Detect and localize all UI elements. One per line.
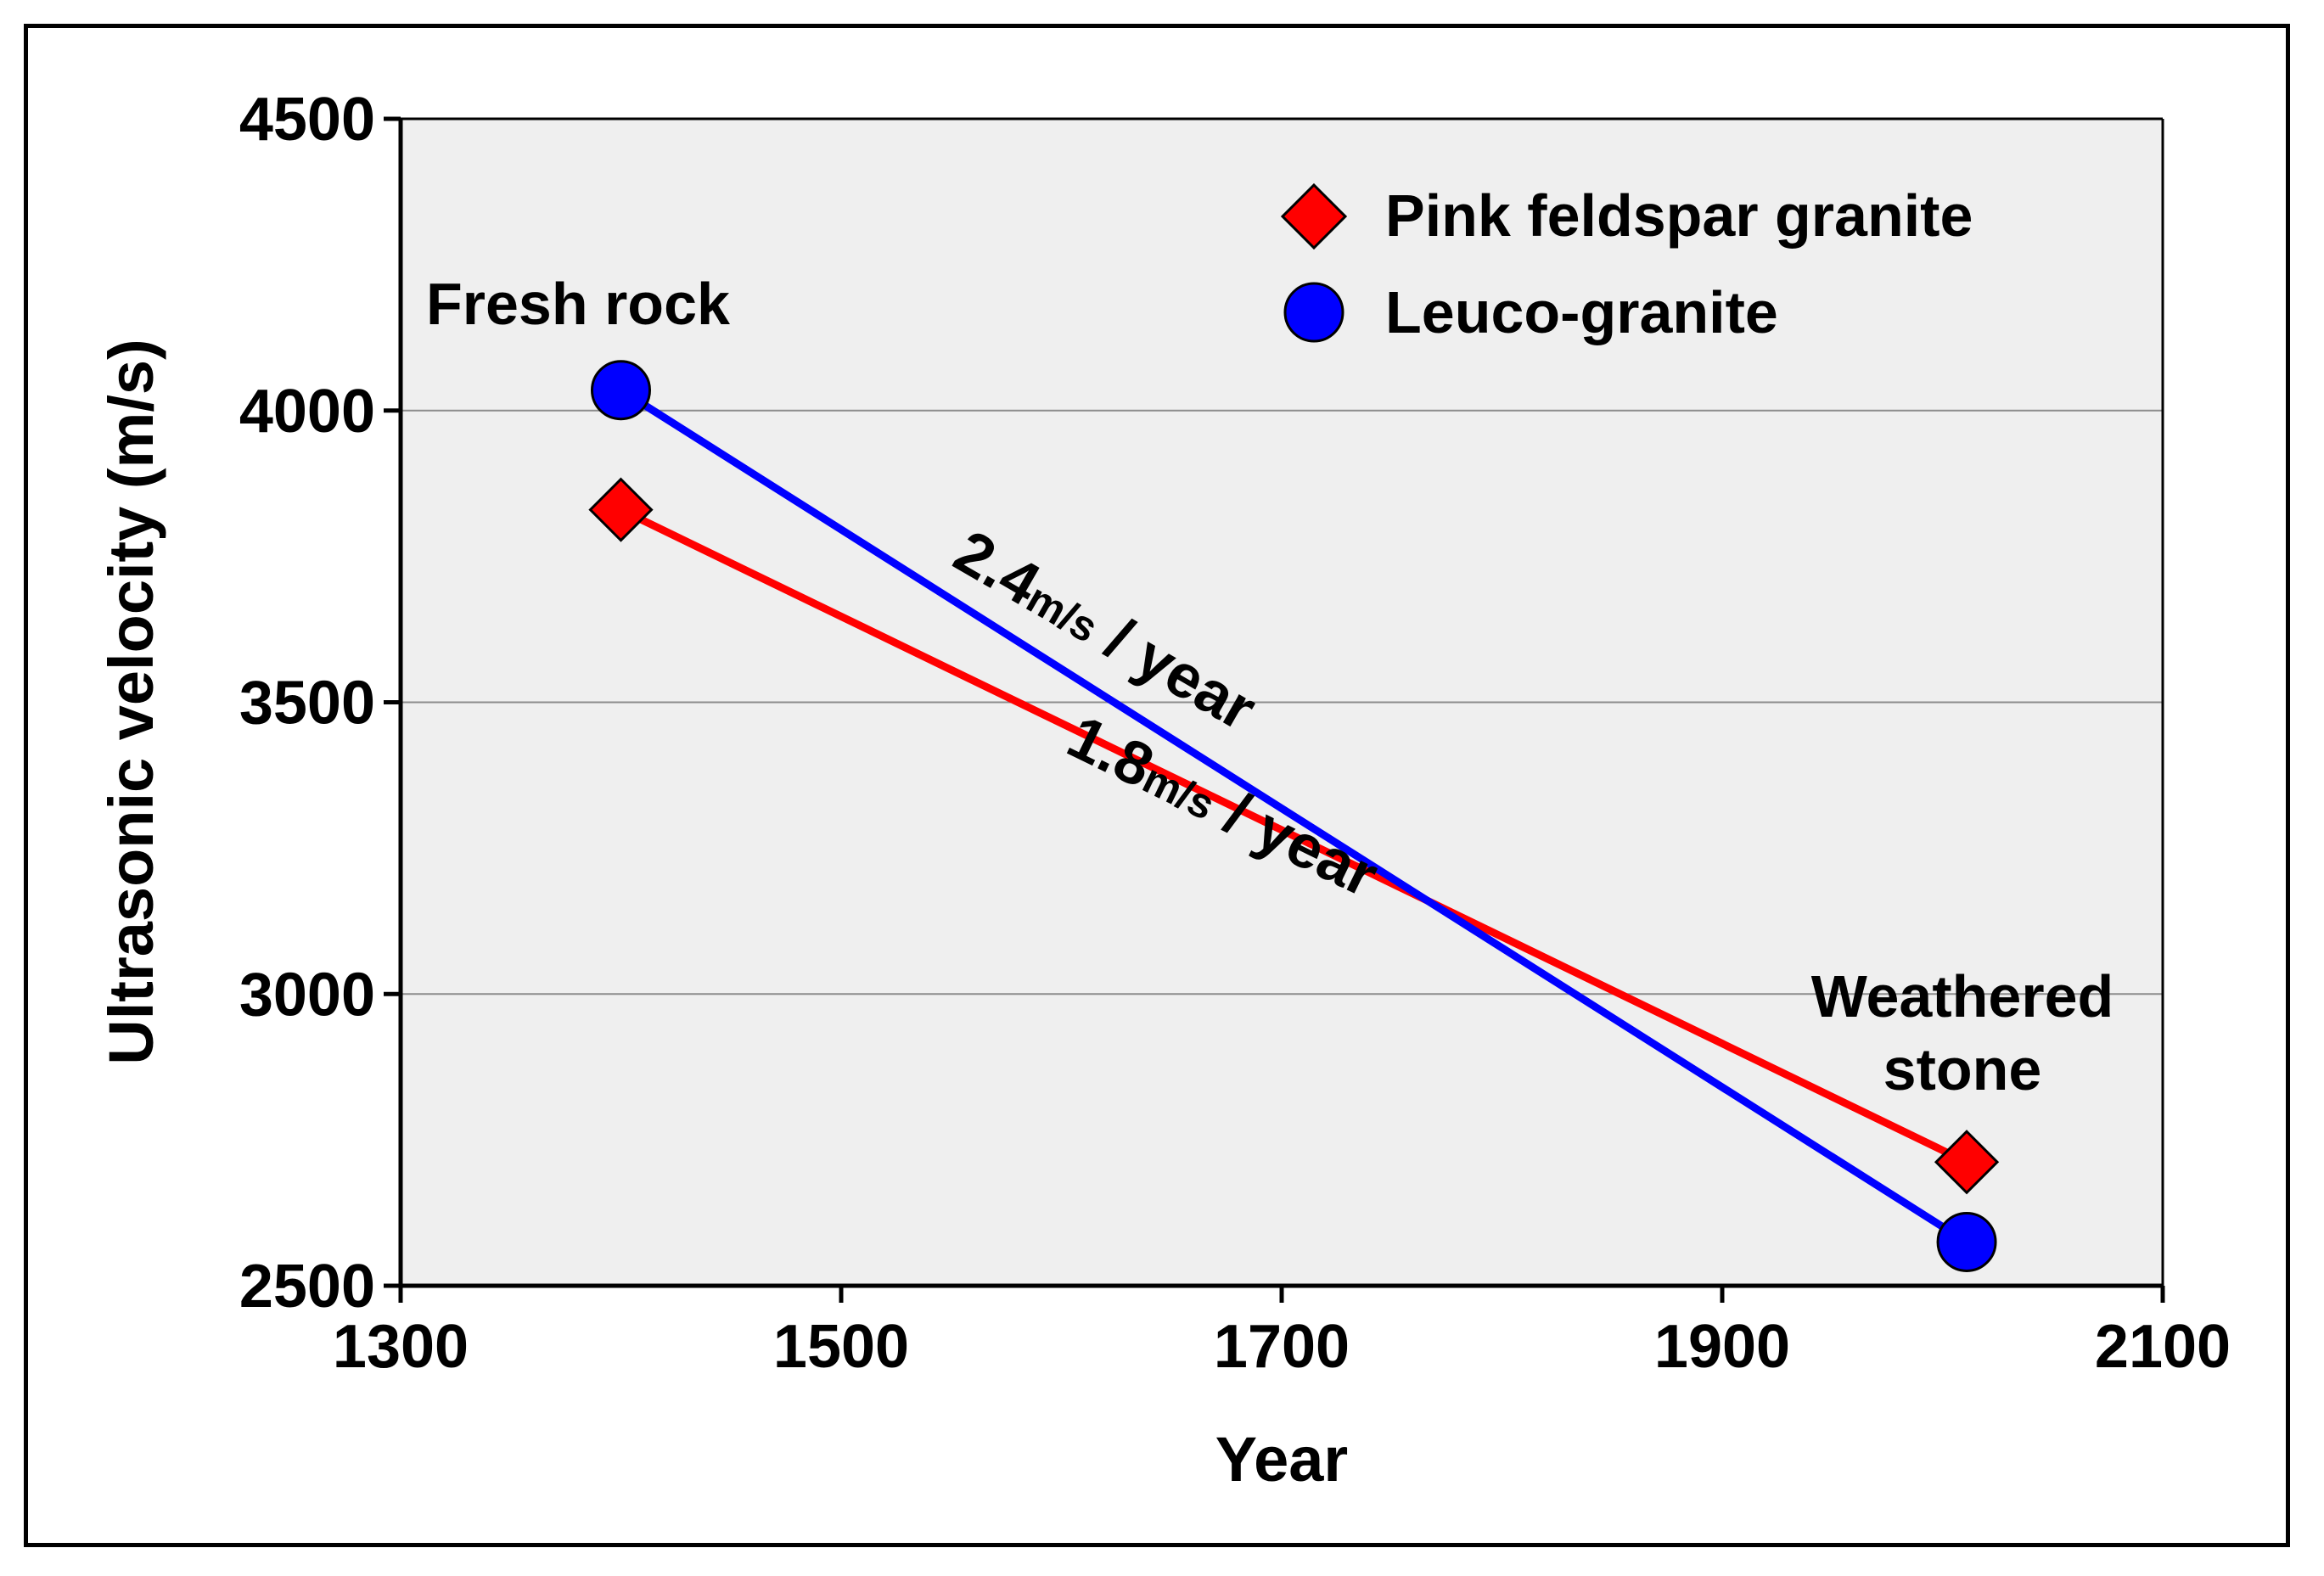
legend-label-leuco-granite: Leuco-granite [1385,279,1778,345]
y-axis-title: Ultrasonic velocity (m/s) [96,339,166,1064]
y-tick-label: 3000 [239,961,375,1029]
series-line-0 [619,506,1969,1166]
x-tick-label: 1500 [773,1313,909,1381]
x-tick-label: 1300 [333,1313,469,1381]
series-lines [619,386,1969,1246]
data-point-circle [1936,1211,1997,1272]
x-axis-title: Year [1215,1424,1348,1495]
series-line-1 [619,386,1969,1246]
data-point-diamond [588,477,654,542]
data-point-circle [591,360,651,421]
annotation-weathered: Weathered [1811,963,2114,1029]
legend-circle-marker [1283,282,1344,343]
ticks: 1300 1500 1700 1900 2100 2500 3000 3500 4000 4500 [239,86,2231,1381]
x-tick-label: 1700 [1214,1313,1350,1381]
legend-diamond-marker [1280,182,1348,250]
x-tick-label: 2100 [2095,1313,2231,1381]
annotation-fresh-rock: Fresh rock [426,271,730,337]
x-tick-label: 1900 [1654,1313,1790,1381]
legend-label-pink-feldspar: Pink feldspar granite [1385,182,1973,249]
gridlines [401,409,2163,996]
y-tick-label: 4000 [239,378,375,446]
y-tick-label: 4500 [239,86,375,154]
data-point-diamond [1934,1130,2000,1195]
y-tick-label: 2500 [239,1253,375,1321]
annotation-stone: stone [1883,1036,2042,1102]
markers [588,360,2000,1272]
y-tick-label: 3500 [239,670,375,738]
legend: Pink feldspar granite Leuco-granite [1280,182,1973,345]
